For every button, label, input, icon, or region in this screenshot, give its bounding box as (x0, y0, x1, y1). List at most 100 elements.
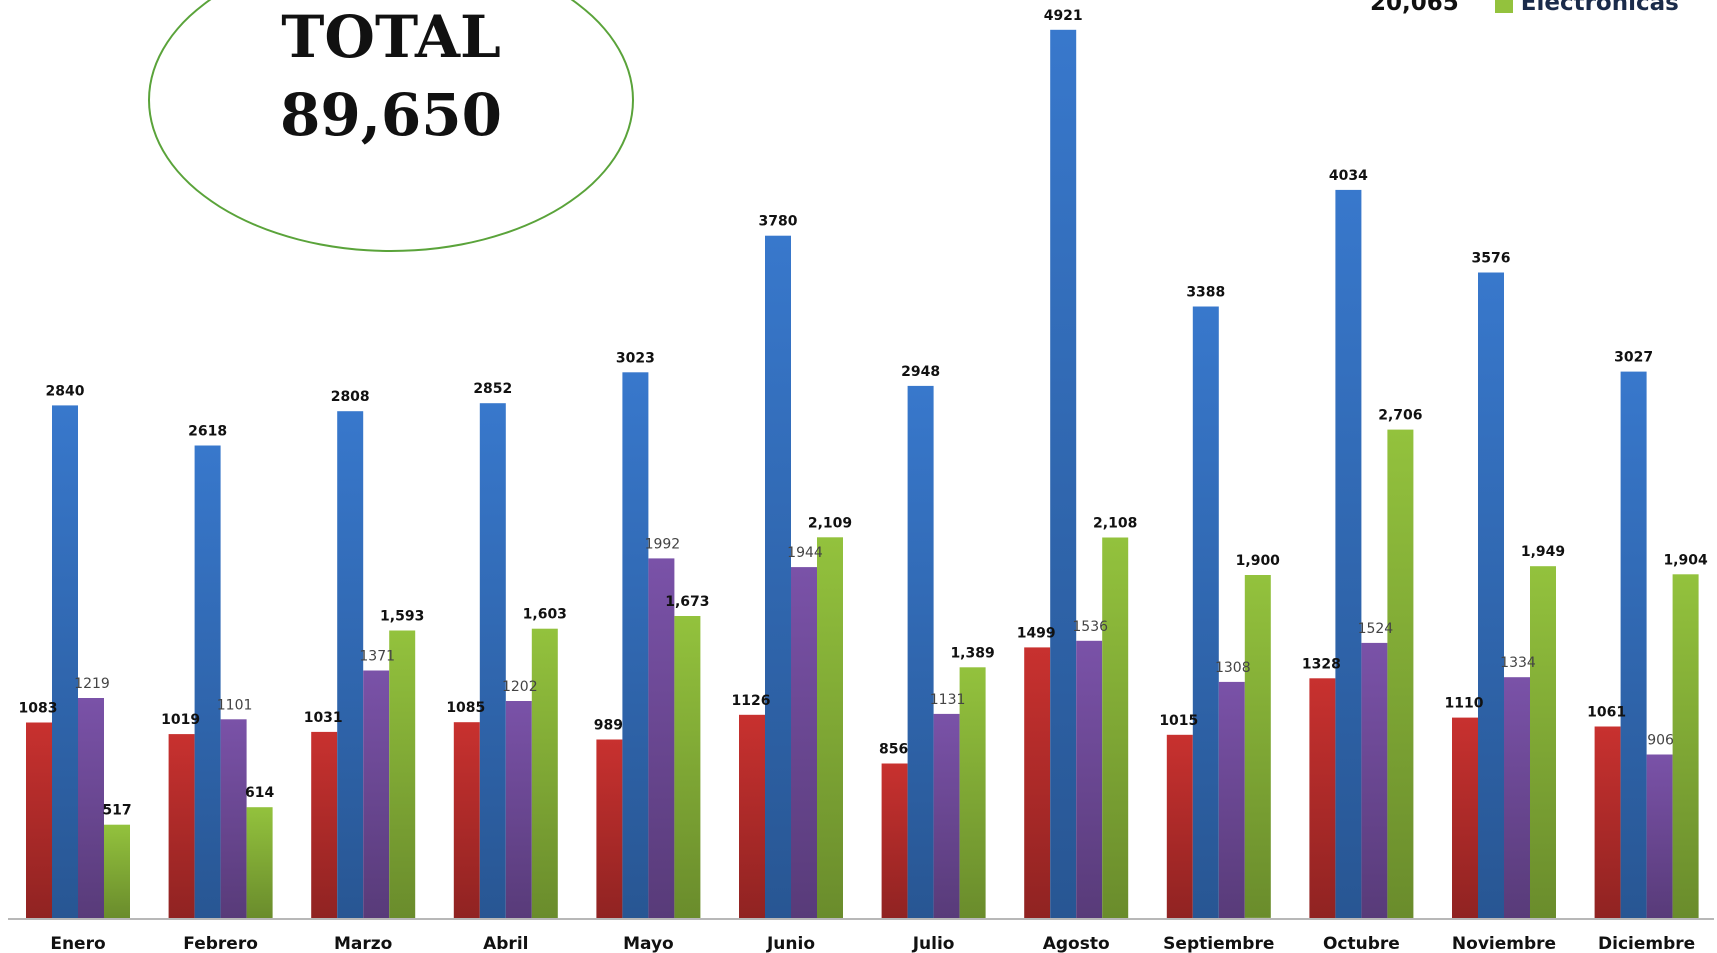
x-tick-diciembre: Diciembre (1598, 934, 1695, 953)
data-label-marzo-s3: 1371 (359, 649, 395, 665)
bar-agosto-s2 (1050, 29, 1077, 919)
data-label-abril-s4: 1,603 (523, 607, 567, 623)
data-label-abril-s1: 1085 (446, 700, 485, 716)
bar-enero-s1 (26, 722, 52, 918)
x-tick-julio: Julio (912, 934, 955, 953)
data-label-noviembre-s1: 1110 (1445, 696, 1484, 712)
data-label-noviembre-s3: 1334 (1500, 655, 1536, 671)
bar-junio-s4 (817, 537, 843, 918)
data-label-diciembre-s3: 906 (1647, 733, 1674, 749)
data-label-septiembre-s1: 1015 (1159, 713, 1198, 729)
bar-septiembre-s2 (1192, 306, 1219, 918)
total-label: TOTAL (281, 3, 501, 71)
x-tick-agosto: Agosto (1043, 934, 1110, 953)
data-label-enero-s1: 1083 (19, 701, 58, 717)
data-label-agosto-s4: 2,108 (1093, 516, 1137, 532)
bar-mayo-s2 (622, 372, 649, 918)
x-tick-junio: Junio (766, 934, 815, 953)
data-label-febrero-s4: 614 (245, 785, 274, 801)
bar-diciembre-s3 (1646, 754, 1673, 918)
data-label-noviembre-s4: 1,949 (1521, 544, 1565, 560)
bar-diciembre-s2 (1620, 371, 1647, 919)
data-label-febrero-s2: 2618 (188, 424, 227, 440)
bar-febrero-s1 (168, 734, 195, 918)
data-label-abril-s2: 2852 (473, 381, 512, 397)
bar-mayo-s3 (648, 558, 675, 918)
legend-swatch (1494, 0, 1513, 13)
bar-junio-s3 (791, 567, 817, 918)
data-label-diciembre-s4: 1,904 (1663, 552, 1708, 568)
data-label-enero-s2: 2840 (46, 383, 85, 399)
legend-count: 20,065 (1370, 0, 1459, 16)
bar-junio-s1 (739, 714, 765, 918)
data-label-octubre-s4: 2,706 (1378, 408, 1422, 424)
x-tick-mayo: Mayo (623, 934, 674, 953)
data-label-mayo-s4: 1,673 (665, 594, 709, 610)
data-label-septiembre-s4: 1,900 (1236, 553, 1281, 569)
bar-diciembre-s4 (1672, 574, 1699, 918)
data-label-febrero-s3: 1101 (217, 697, 253, 713)
bar-marzo-s2 (337, 411, 364, 918)
data-label-marzo-s1: 1031 (304, 710, 343, 726)
bar-marzo-s1 (311, 731, 338, 918)
bar-enero-s4 (104, 824, 130, 918)
x-tick-octubre: Octubre (1323, 934, 1400, 953)
bar-marzo-s4 (389, 630, 416, 918)
data-label-noviembre-s2: 3576 (1472, 251, 1511, 267)
bar-septiembre-s4 (1244, 575, 1271, 918)
legend-entry: Electronicas (1494, 0, 1679, 16)
bar-febrero-s2 (194, 445, 221, 918)
bar-noviembre-s3 (1504, 677, 1530, 918)
bar-noviembre-s4 (1530, 566, 1556, 918)
data-label-mayo-s1: 989 (594, 718, 623, 734)
data-label-octubre-s3: 1524 (1358, 621, 1394, 637)
data-label-julio-s3: 1131 (930, 692, 966, 708)
data-label-agosto-s2: 4921 (1044, 8, 1083, 24)
bar-abril-s1 (453, 722, 480, 918)
data-label-agosto-s3: 1536 (1072, 619, 1108, 635)
bar-octubre-s3 (1361, 642, 1388, 918)
bar-marzo-s3 (363, 670, 390, 918)
data-label-junio-s3: 1944 (787, 545, 823, 561)
bar-julio-s4 (959, 667, 986, 918)
bar-julio-s2 (907, 385, 934, 918)
bar-junio-s2 (765, 235, 791, 918)
total-value: 89,650 (280, 81, 502, 149)
data-label-junio-s2: 3780 (759, 214, 798, 230)
data-label-mayo-s2: 3023 (616, 350, 655, 366)
bar-septiembre-s3 (1218, 681, 1245, 918)
bar-julio-s3 (933, 713, 960, 918)
legend: 20,065 Electronicas (1370, 0, 1679, 16)
data-label-agosto-s1: 1499 (1017, 625, 1056, 641)
bar-diciembre-s1 (1594, 726, 1621, 918)
data-label-junio-s4: 2,109 (808, 515, 852, 531)
data-label-julio-s4: 1,389 (950, 645, 994, 661)
x-tick-noviembre: Noviembre (1452, 934, 1556, 953)
data-label-abril-s3: 1202 (502, 679, 538, 695)
bar-mayo-s1 (596, 739, 623, 918)
bar-octubre-s1 (1309, 678, 1336, 918)
bar-agosto-s3 (1076, 640, 1103, 918)
data-label-julio-s1: 856 (879, 742, 908, 758)
bar-agosto-s1 (1024, 647, 1051, 918)
bar-octubre-s4 (1387, 429, 1414, 918)
data-label-enero-s3: 1219 (74, 676, 110, 692)
data-label-diciembre-s2: 3027 (1614, 350, 1653, 366)
bar-noviembre-s2 (1478, 272, 1504, 918)
bar-mayo-s4 (674, 616, 701, 918)
bar-septiembre-s1 (1166, 734, 1193, 918)
data-label-septiembre-s3: 1308 (1215, 660, 1251, 676)
bar-febrero-s4 (246, 807, 273, 918)
data-label-marzo-s2: 2808 (331, 389, 370, 405)
data-label-febrero-s1: 1019 (161, 712, 200, 728)
data-label-mayo-s3: 1992 (645, 536, 681, 552)
bar-abril-s4 (531, 628, 558, 918)
data-label-enero-s4: 517 (102, 803, 131, 819)
data-label-julio-s2: 2948 (901, 364, 940, 380)
bar-enero-s3 (78, 698, 104, 918)
bar-enero-s2 (52, 405, 78, 918)
x-tick-abril: Abril (483, 934, 528, 953)
x-tick-marzo: Marzo (334, 934, 392, 953)
bar-agosto-s4 (1102, 537, 1129, 918)
bar-noviembre-s1 (1452, 717, 1478, 918)
